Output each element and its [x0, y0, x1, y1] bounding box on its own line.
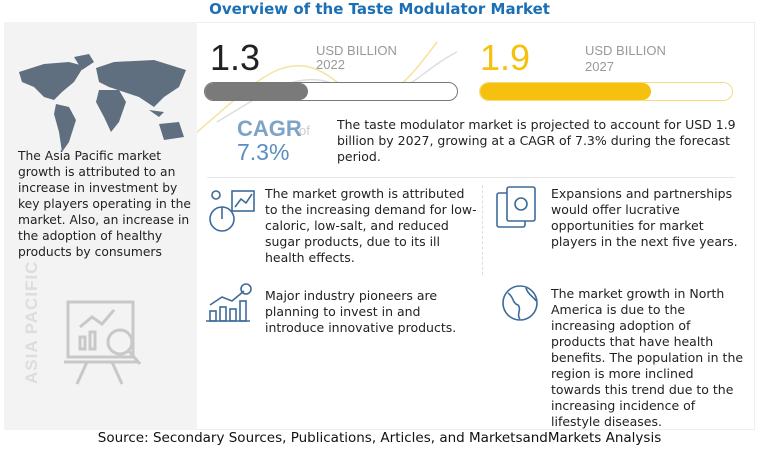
- cagr-label: CAGR: [237, 116, 302, 141]
- growth-chart-icon: [206, 283, 252, 322]
- divider: [207, 177, 735, 178]
- bar-2022-fill: [205, 83, 309, 100]
- year-2022: 2022: [316, 57, 345, 72]
- world-map-icon: [19, 54, 186, 152]
- chart-analysis-icon: [209, 190, 255, 232]
- point-text-1: The market growth is attributed to the i…: [265, 186, 477, 265]
- point-text-4: The market growth in North America is du…: [551, 286, 744, 429]
- year-2027: 2027: [585, 59, 614, 74]
- unit-2027: USD BILLION: [585, 43, 666, 58]
- bar-2027: [479, 82, 733, 101]
- asia-pacific-text: The Asia Pacific market growth is attrib…: [18, 149, 191, 259]
- summary-text: The taste modulator market is projected …: [337, 117, 736, 164]
- page-title: Overview of the Taste Modulator Market: [209, 0, 550, 18]
- unit-2022: USD BILLION: [316, 43, 397, 58]
- overview-panel: [197, 22, 755, 430]
- value-2022: 1.3: [210, 37, 261, 78]
- cagr-of: of: [299, 123, 310, 138]
- value-2027: 1.9: [480, 37, 531, 78]
- bar-2022: [204, 82, 458, 101]
- cagr-value: 7.3%: [237, 139, 290, 165]
- divider-vertical: [482, 185, 483, 275]
- point-text-2: Expansions and partnerships would offer …: [551, 186, 738, 249]
- globe-icon: [502, 285, 538, 321]
- money-icon: [496, 186, 536, 228]
- bar-2027-fill: [480, 83, 652, 100]
- presentation-analysis-icon: [64, 300, 142, 385]
- asia-pacific-panel: The Asia Pacific market growth is attrib…: [4, 22, 197, 430]
- asia-pacific-label: ASIA PACIFIC: [22, 260, 41, 384]
- source-note: Source: Secondary Sources, Publications,…: [97, 430, 662, 446]
- point-text-3: Major industry pioneers are planning to …: [265, 288, 457, 335]
